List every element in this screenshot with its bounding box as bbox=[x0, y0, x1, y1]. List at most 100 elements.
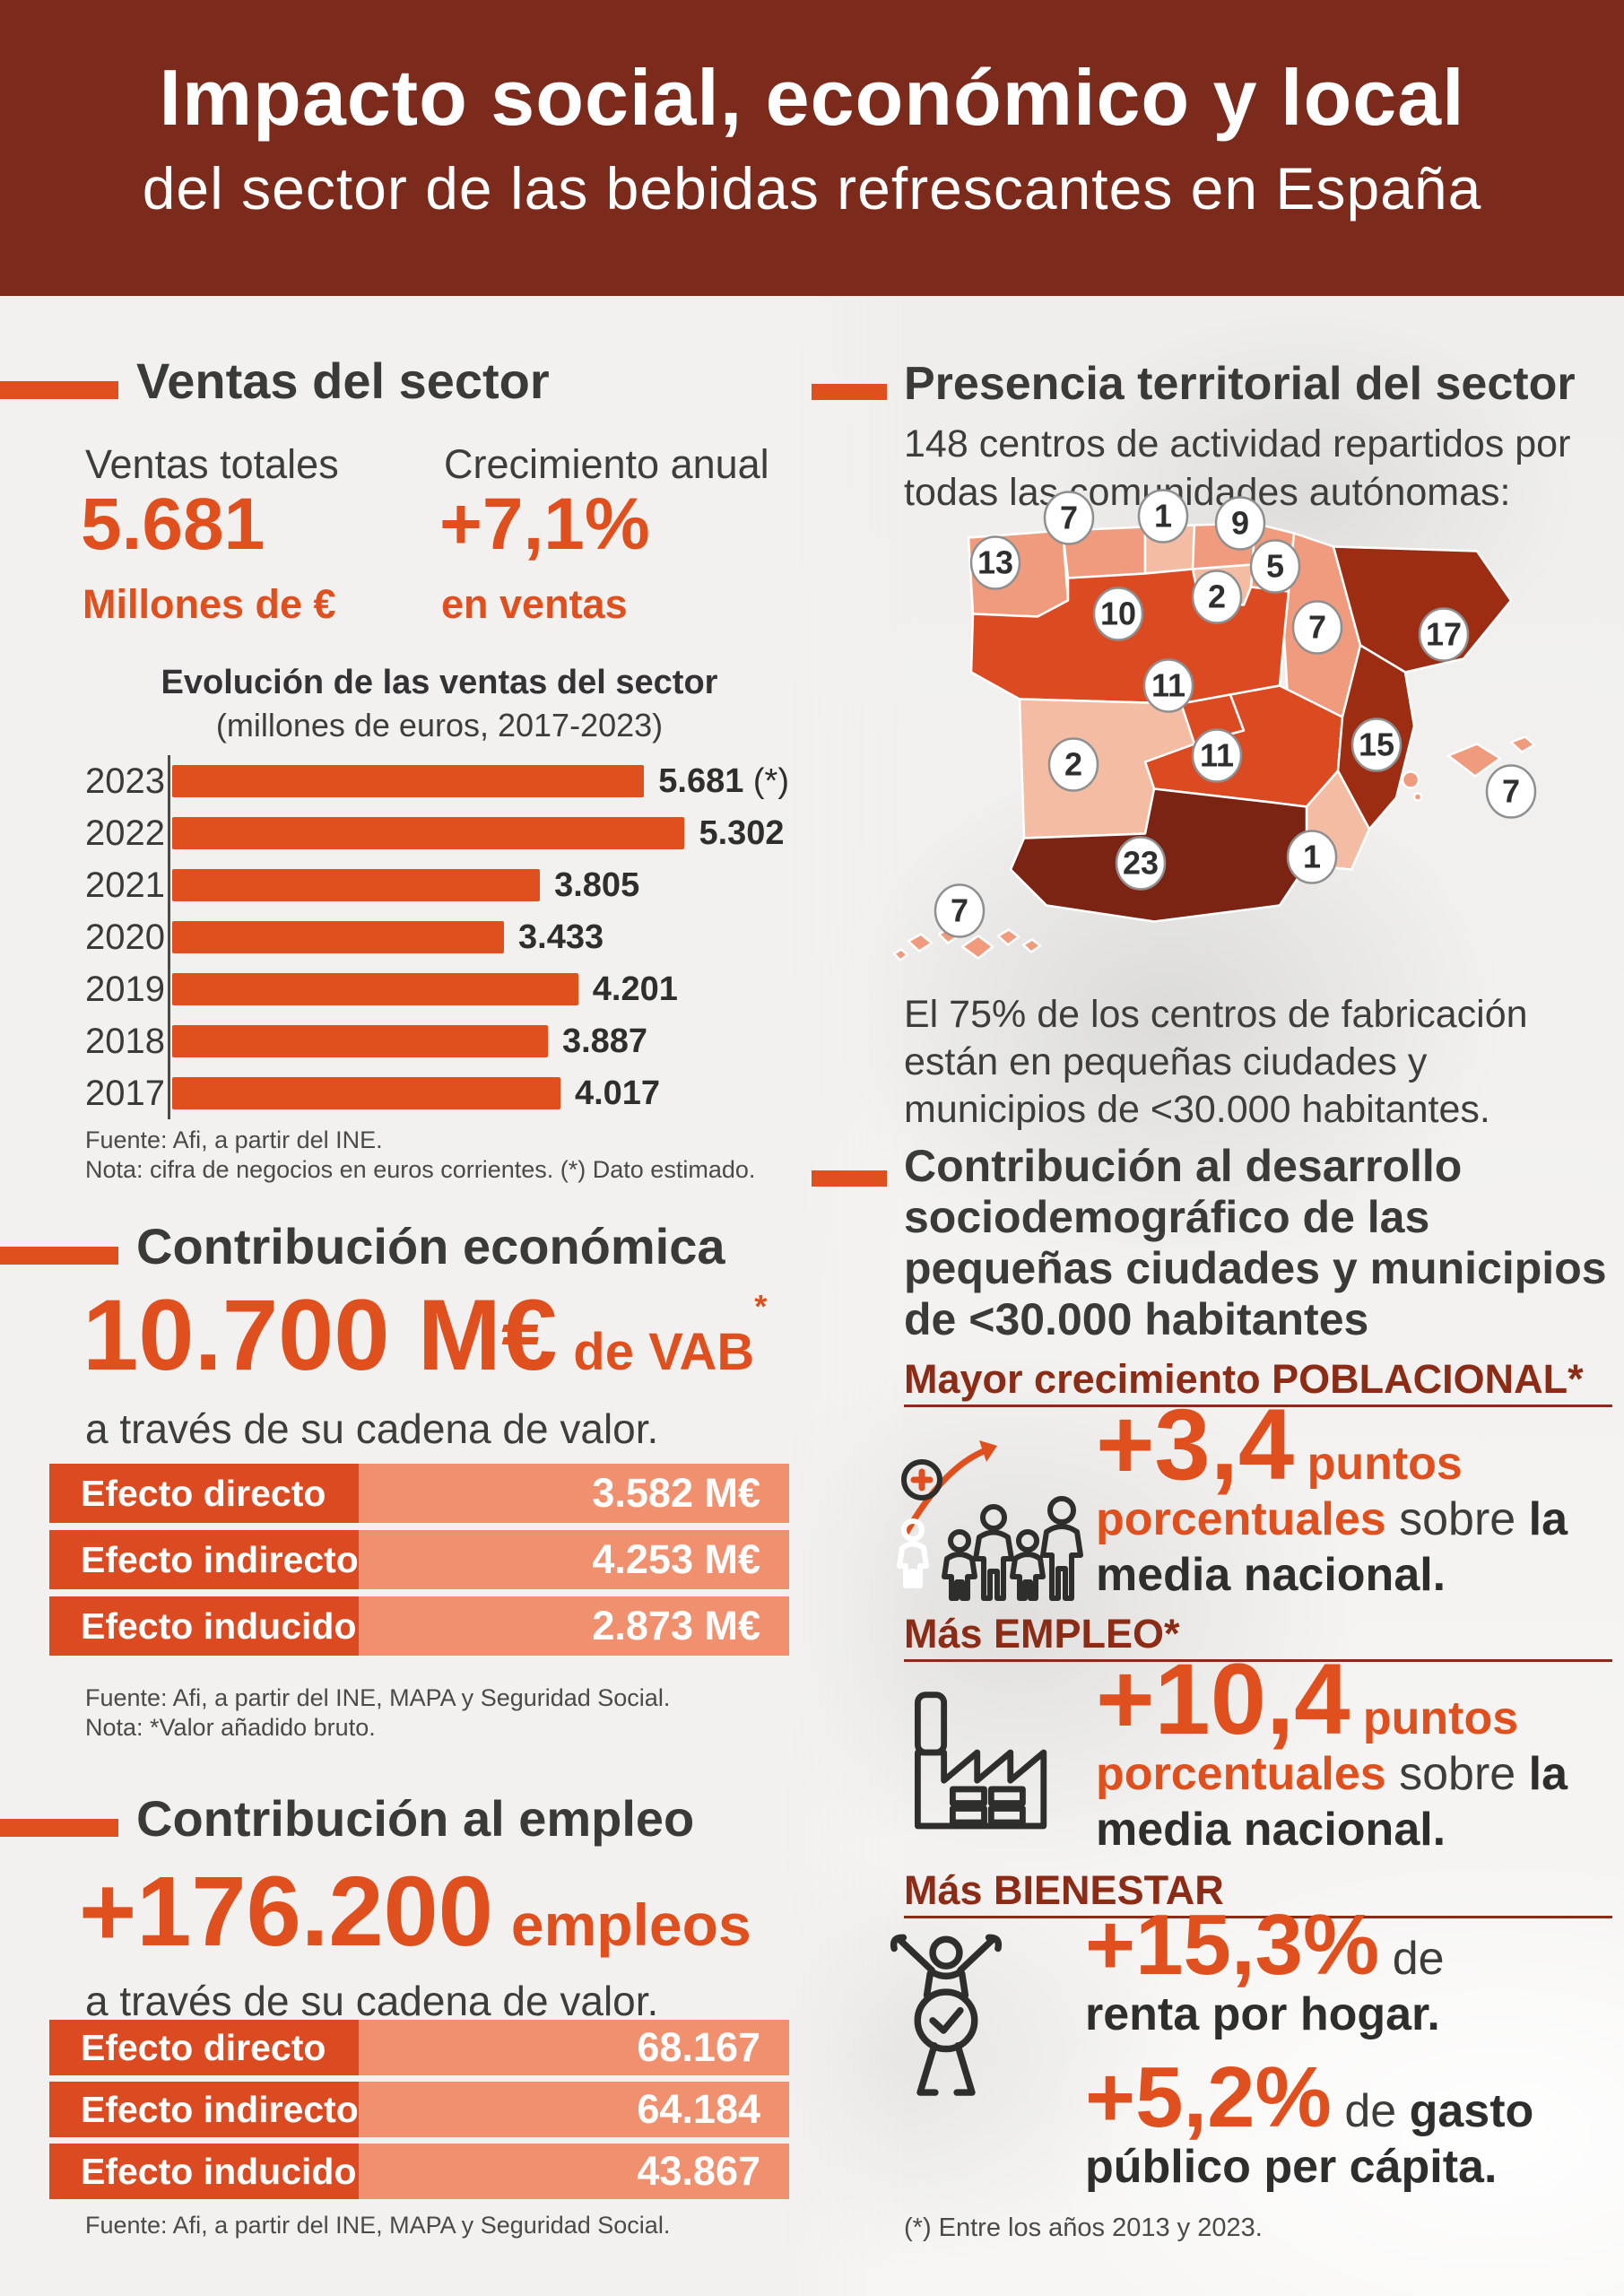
svg-text:15: 15 bbox=[1359, 726, 1394, 763]
region-badge-asturias: 7 bbox=[1043, 491, 1095, 545]
table-row: Efecto indirecto 64.184 bbox=[49, 2082, 789, 2137]
region-badge-navarra: 5 bbox=[1249, 539, 1301, 594]
region-badge-murcia: 1 bbox=[1286, 830, 1338, 884]
poblacional-stat: +3,4 puntos porcentuales sobre la media … bbox=[1096, 1388, 1568, 1602]
year-label: 2022 bbox=[85, 813, 165, 853]
bar-value-label: 3.805 bbox=[554, 865, 640, 904]
svg-text:11: 11 bbox=[1151, 667, 1185, 704]
total-sales-unit: Millones de € bbox=[83, 581, 336, 627]
region-baleares-menorca bbox=[1509, 735, 1536, 753]
year-label: 2020 bbox=[85, 917, 165, 957]
table-row: Efecto inducido 2.873 M€ bbox=[49, 1596, 789, 1656]
svg-text:11: 11 bbox=[1200, 737, 1234, 774]
annual-growth-label: Crecimiento anual bbox=[444, 441, 769, 487]
svg-text:7: 7 bbox=[951, 892, 968, 929]
total-sales-value: 5.681 bbox=[81, 483, 265, 565]
bar-2018 bbox=[172, 1025, 548, 1057]
svg-text:7: 7 bbox=[1308, 609, 1326, 646]
economic-tagline: a través de su cadena de valor. bbox=[85, 1405, 659, 1452]
region-badge-extremadura: 2 bbox=[1047, 737, 1099, 792]
region-badge-cataluna: 17 bbox=[1418, 607, 1470, 662]
chart-title: Evolución de las ventas del sector bbox=[161, 664, 718, 701]
sales-bar-chart: 2023 2022 2021 2020 2019 2018 2017 5.681… bbox=[85, 755, 789, 1119]
economic-headline-value: 10.700 M€ de VAB* bbox=[83, 1279, 768, 1391]
annual-growth-value: +7,1% bbox=[439, 483, 650, 565]
bar-2022 bbox=[172, 817, 685, 849]
region-canarias bbox=[996, 928, 1020, 946]
region-badge-galicia: 13 bbox=[969, 535, 1021, 590]
section-dash bbox=[812, 1170, 887, 1187]
economic-note: Nota: *Valor añadido bruto. bbox=[85, 1714, 376, 1741]
region-canarias bbox=[960, 935, 994, 960]
factory-icon bbox=[914, 1692, 1047, 1830]
svg-text:5: 5 bbox=[1266, 548, 1284, 585]
region-badge-castilla-la-mancha: 11 bbox=[1191, 728, 1243, 783]
region-badge-la-rioja: 2 bbox=[1191, 570, 1243, 624]
svg-text:7: 7 bbox=[1502, 773, 1520, 810]
table-row: Efecto inducido 43.867 bbox=[49, 2144, 789, 2199]
wellbeing-icon bbox=[890, 1934, 1003, 2096]
region-canarias bbox=[907, 933, 934, 952]
economic-effects-table: Efecto directo 3.582 M€ Efecto indirecto 4… bbox=[49, 1464, 789, 1663]
region-badge-cantabria: 1 bbox=[1137, 489, 1189, 544]
territorial-intro: 148 centros de actividad repartidos por … bbox=[904, 422, 1571, 514]
annual-growth-unit: en ventas bbox=[441, 581, 628, 627]
section-title-empleo: Contribución al empleo bbox=[136, 1790, 695, 1847]
economic-source: Fuente: Afi, a partir del INE, MAPA y Se… bbox=[85, 1684, 671, 1711]
svg-text:17: 17 bbox=[1426, 616, 1462, 653]
bar-2019 bbox=[172, 973, 578, 1005]
subhead-poblacional: Mayor crecimiento POBLACIONAL* bbox=[904, 1356, 1584, 1402]
divider-rule bbox=[904, 1659, 1612, 1662]
bar-2017 bbox=[172, 1077, 560, 1109]
section-title-presencia: Presencia territorial del sector bbox=[904, 358, 1576, 410]
region-badge-baleares: 7 bbox=[1485, 764, 1537, 819]
empleo-stat: +10,4 puntos porcentuales sobre la media… bbox=[1096, 1643, 1568, 1857]
svg-text:13: 13 bbox=[977, 544, 1013, 581]
table-row: Efecto indirecto 4.253 M€ bbox=[49, 1530, 789, 1589]
employment-tagline: a través de su cadena de valor. bbox=[85, 1978, 659, 2024]
region-baleares-ibiza bbox=[1401, 770, 1420, 789]
svg-text:2: 2 bbox=[1208, 578, 1226, 615]
territorial-outro: El 75% de los centros de fabricación est… bbox=[904, 993, 1528, 1131]
year-label: 2017 bbox=[85, 1073, 165, 1113]
chart-subtitle: (millones de euros, 2017-2023) bbox=[215, 707, 664, 744]
employment-effects-table: Efecto directo 68.167 Efecto indirecto 64.… bbox=[49, 2020, 789, 2205]
section-dash bbox=[0, 381, 118, 399]
svg-text:7: 7 bbox=[1060, 500, 1078, 536]
section-dash bbox=[812, 384, 887, 400]
bar-2023 bbox=[172, 765, 645, 797]
region-badge-canarias: 7 bbox=[934, 883, 986, 938]
page-subtitle: del sector de las bebidas refrescantes e… bbox=[142, 155, 1482, 222]
chart-year-axis: 2023 2022 2021 2020 2019 2018 2017 bbox=[85, 755, 168, 1119]
region-badge-comunidad-valenciana: 15 bbox=[1350, 718, 1403, 772]
svg-text:1: 1 bbox=[1303, 839, 1321, 875]
subhead-bienestar: Más BIENESTAR bbox=[904, 1867, 1224, 1913]
region-badge-pais-vasco: 9 bbox=[1214, 496, 1266, 551]
bar-2021 bbox=[172, 869, 541, 901]
bar-value-label: 4.017 bbox=[574, 1074, 661, 1112]
section-dash bbox=[0, 1819, 118, 1837]
section-title-ventas: Ventas del sector bbox=[136, 352, 550, 409]
page-title: Impacto social, económico y local bbox=[159, 53, 1465, 142]
region-badge-aragon: 7 bbox=[1291, 600, 1343, 655]
bar-2020 bbox=[172, 921, 505, 953]
region-baleares-formentera bbox=[1412, 792, 1423, 802]
chart-plot-area: 5.681 (*) 5.302 3.805 3.433 4.201 3.887 … bbox=[168, 755, 789, 1119]
region-badge-madrid: 11 bbox=[1142, 658, 1194, 713]
asterisk-footnote: (*) Entre los años 2013 y 2023. bbox=[904, 2213, 1263, 2242]
employment-headline-value: +176.200 empleos bbox=[79, 1857, 751, 1967]
region-badge-castilla-y-leon: 10 bbox=[1092, 587, 1144, 641]
region-canarias bbox=[892, 948, 909, 961]
bar-value-label: 5.681 (*) bbox=[658, 761, 789, 800]
gasto-stat: +5,2% de gasto público per cápita. bbox=[1085, 2049, 1534, 2194]
employment-source: Fuente: Afi, a partir del INE, MAPA y Se… bbox=[85, 2212, 671, 2239]
population-growth-icon bbox=[897, 1440, 1083, 1601]
svg-text:2: 2 bbox=[1064, 746, 1082, 783]
bar-value-label: 4.201 bbox=[592, 970, 678, 1008]
section-title-economica: Contribución económica bbox=[136, 1218, 725, 1274]
year-label: 2023 bbox=[85, 761, 165, 801]
spain-region-map: 13 7 1 9 5 2 10 7 17 11 2 11 15 1 23 7 7 bbox=[892, 489, 1537, 961]
svg-text:9: 9 bbox=[1231, 505, 1249, 542]
svg-text:23: 23 bbox=[1123, 845, 1159, 882]
